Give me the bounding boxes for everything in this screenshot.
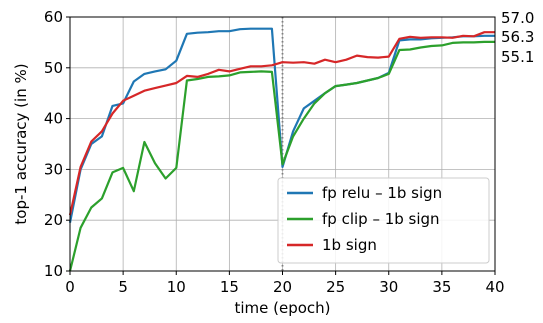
x-tick-label: 40 bbox=[485, 278, 504, 296]
legend-label: fp clip – 1b sign bbox=[322, 210, 440, 228]
end-value-label: 55.1 bbox=[501, 48, 534, 66]
x-tick-label: 35 bbox=[432, 278, 451, 296]
y-tick-label: 10 bbox=[44, 262, 63, 280]
end-value-label: 56.3 bbox=[501, 28, 534, 46]
x-tick-label: 30 bbox=[379, 278, 398, 296]
x-tick-label: 0 bbox=[65, 278, 75, 296]
series-layer bbox=[68, 27, 495, 272]
legend-box bbox=[277, 177, 490, 264]
legend-label: fp relu – 1b sign bbox=[322, 184, 442, 202]
y-tick-label: 20 bbox=[44, 211, 63, 229]
y-tick-label: 30 bbox=[44, 160, 63, 178]
y-axis-label: top-1 accuracy (in %) bbox=[12, 63, 30, 224]
legend-label: 1b sign bbox=[322, 236, 377, 254]
end-labels: 57.056.3 55.1 bbox=[501, 9, 534, 66]
y-tick-label: 50 bbox=[44, 59, 63, 77]
y-tick-label: 40 bbox=[44, 110, 63, 128]
legend: fp relu – 1b sign fp clip – 1b sign 1b sig… bbox=[277, 177, 490, 264]
y-tick-label: 60 bbox=[44, 8, 63, 26]
series-line-2 bbox=[68, 31, 495, 216]
x-tick-label: 5 bbox=[118, 278, 128, 296]
series-line-1 bbox=[68, 40, 495, 272]
x-tick-label: 10 bbox=[167, 278, 186, 296]
axis-ticks: 0 5 10 15 20 25 30 35 40 10 20 30 40 50 60 bbox=[44, 8, 505, 296]
end-value-label: 57.0 bbox=[501, 9, 534, 27]
x-tick-label: 20 bbox=[273, 278, 292, 296]
x-tick-label: 25 bbox=[326, 278, 345, 296]
x-axis-label: time (epoch) bbox=[234, 299, 330, 317]
series-line-0 bbox=[68, 27, 495, 223]
x-tick-label: 15 bbox=[220, 278, 239, 296]
